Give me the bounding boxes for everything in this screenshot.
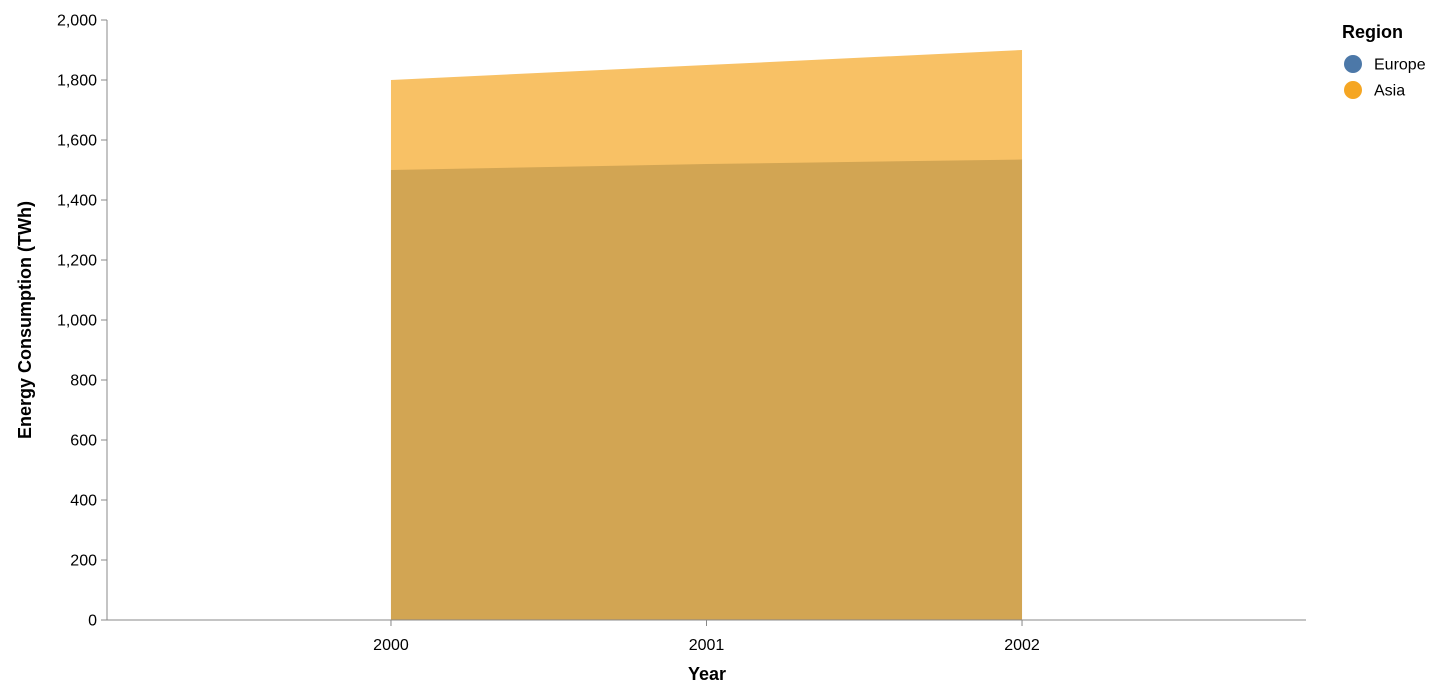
y-tick-label: 1,800 bbox=[57, 73, 97, 90]
y-tick-label: 800 bbox=[70, 373, 97, 390]
x-tick-label: 2000 bbox=[373, 637, 409, 654]
y-tick-label: 600 bbox=[70, 433, 97, 450]
legend-label-europe: Europe bbox=[1374, 57, 1426, 74]
x-axis: 2000 2001 2002 bbox=[107, 619, 1306, 654]
x-axis-title: Year bbox=[688, 664, 726, 684]
y-tick-label: 2,000 bbox=[57, 13, 97, 30]
y-tick-label: 1,000 bbox=[57, 313, 97, 330]
legend-swatch-europe bbox=[1344, 55, 1362, 73]
y-tick-label: 1,600 bbox=[57, 133, 97, 150]
y-tick-label: 1,400 bbox=[57, 193, 97, 210]
y-axis: 0 200 400 600 800 1,000 1,200 1,400 1,600 1,800 2,… bbox=[57, 13, 108, 630]
y-axis-title: Energy Consumption (TWh) bbox=[15, 201, 35, 439]
area-layer bbox=[390, 50, 1023, 620]
y-tick-label: 0 bbox=[88, 613, 97, 630]
legend-swatch-asia bbox=[1344, 81, 1362, 99]
y-tick-label: 1,200 bbox=[57, 253, 97, 270]
y-tick-label: 400 bbox=[70, 493, 97, 510]
x-tick-label: 2002 bbox=[1004, 637, 1040, 654]
area-asia bbox=[390, 50, 1023, 620]
legend-title: Region bbox=[1342, 22, 1403, 42]
legend-label-asia: Asia bbox=[1374, 83, 1405, 100]
y-tick-label: 200 bbox=[70, 553, 97, 570]
legend: Region Europe Asia bbox=[1342, 22, 1426, 100]
x-tick-label: 2001 bbox=[689, 637, 725, 654]
